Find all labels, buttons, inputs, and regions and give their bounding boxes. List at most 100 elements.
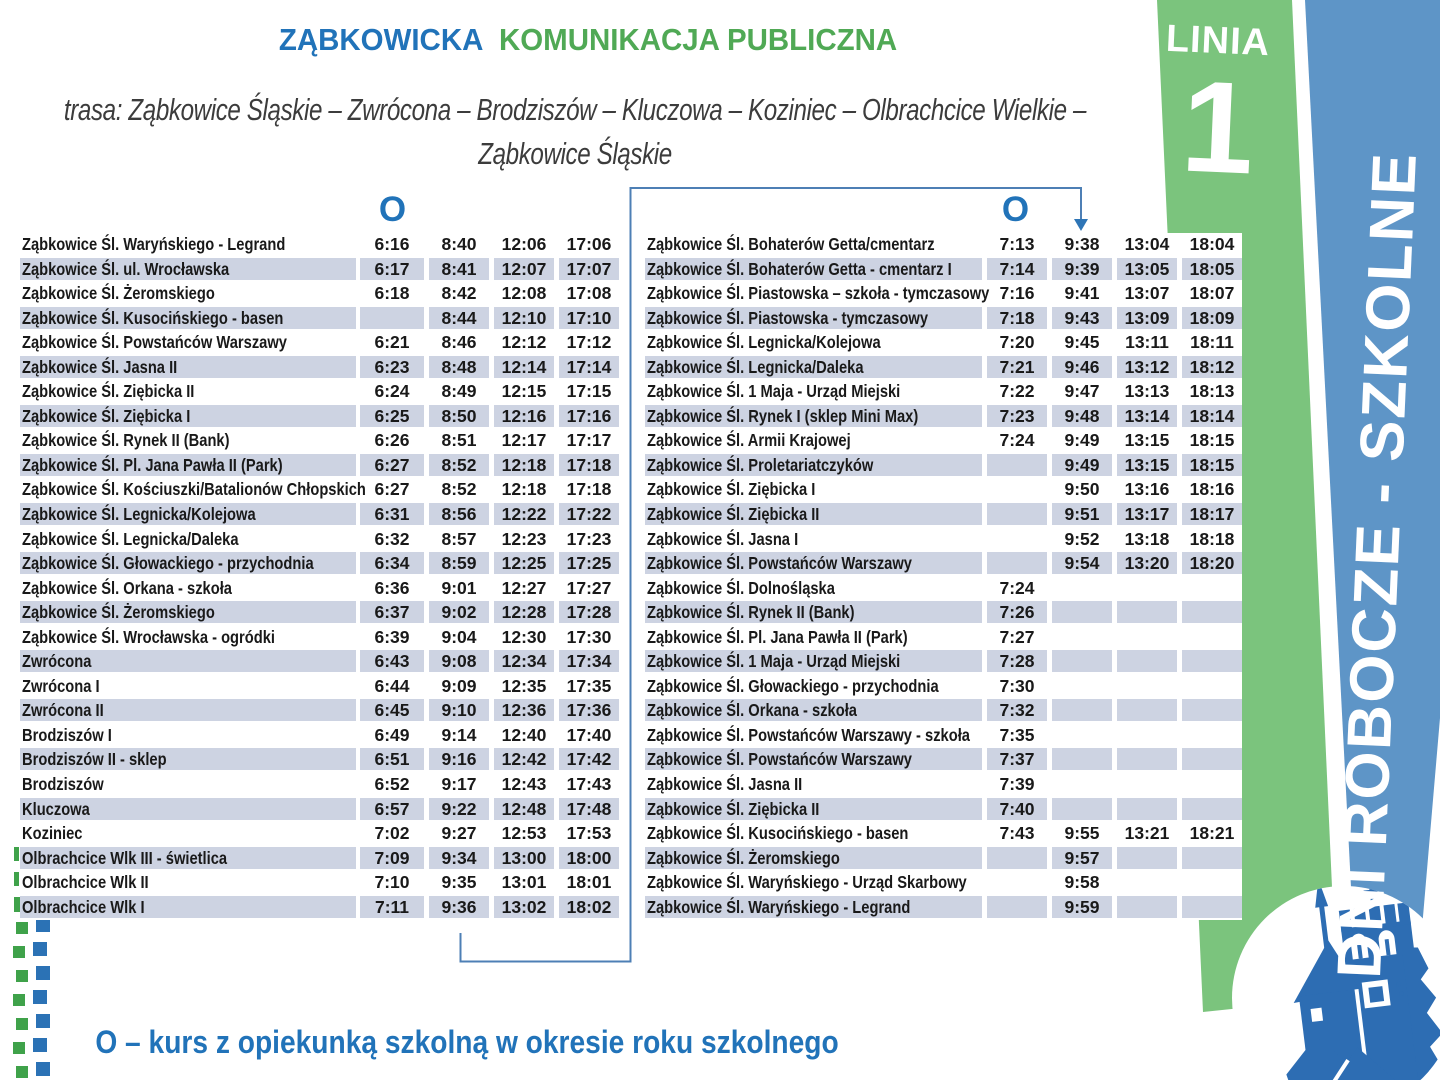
departure-time: 12:43	[501, 774, 547, 795]
departure-time: 6:17	[360, 257, 424, 280]
stop-name: Ząbkowice Śl. Jasna II	[20, 355, 356, 378]
departure-time: 17:23	[566, 528, 612, 549]
timetable-row: Ząbkowice Śl. Bohaterów Getta - cmentarz…	[645, 257, 1242, 280]
timetable-row: Ząbkowice Śl. Żeromskiego 6:37 9:02 12:28 17…	[20, 601, 620, 624]
departure-time: 17:10	[559, 306, 619, 329]
departure-time: 6:26	[374, 430, 410, 451]
departure-time: 9:10	[429, 699, 489, 722]
departure-time	[1182, 699, 1242, 722]
departure-time: 18:09	[1182, 306, 1242, 329]
departure-time: 17:48	[559, 797, 619, 820]
departure-time: 6:57	[360, 797, 424, 820]
departure-time: 6:31	[360, 503, 424, 526]
stop-name: Ząbkowice Śl. Powstańców Warszawy	[645, 748, 982, 771]
stop-name: Ząbkowice Śl. Kusocińskiego - basen	[20, 306, 356, 329]
page-title: ZĄBKOWICKA KOMUNIKACJA PUBLICZNA	[279, 22, 897, 58]
stop-name: Ząbkowice Śl. Żeromskiego	[20, 601, 356, 624]
departure-time: 17:28	[559, 601, 619, 624]
stop-name: Ząbkowice Śl. Żeromskiego	[645, 846, 982, 869]
stop-name: Ząbkowice Śl. Waryńskiego - Legrand	[22, 234, 286, 254]
departure-time: 9:46	[1052, 355, 1112, 378]
departure-time: 18:00	[559, 846, 619, 869]
departure-time	[1182, 675, 1242, 697]
stop-name: Ząbkowice Śl. Armii Krajowej	[647, 430, 851, 451]
departure-time	[360, 306, 424, 329]
departure-time: 12:07	[494, 257, 554, 280]
title-city-part: ZĄBKOWICKA	[278, 22, 483, 57]
departure-time: 7:13	[999, 234, 1035, 254]
departure-time: 8:52	[429, 453, 489, 476]
timetable-row: Ząbkowice Śl. Legnicka/Daleka 7:21 9:46 13:…	[645, 355, 1242, 378]
departure-time	[987, 528, 1047, 550]
departure-time: 9:39	[1052, 257, 1112, 280]
departure-time: 7:02	[374, 823, 410, 844]
departure-time: 17:40	[566, 724, 612, 745]
departure-time: 13:17	[1117, 503, 1177, 526]
departure-time	[987, 895, 1047, 918]
departure-time: 13:11	[1125, 332, 1169, 353]
departure-time: 7:32	[987, 699, 1047, 722]
departure-time	[1117, 797, 1177, 820]
departure-time: 8:46	[441, 332, 477, 353]
departure-time: 9:54	[1052, 552, 1112, 575]
departure-time: 13:13	[1124, 381, 1170, 402]
departure-time	[987, 478, 1047, 500]
departure-time	[1117, 650, 1177, 673]
line-number: 1	[1178, 52, 1258, 202]
school-care-marker-right: O	[1001, 190, 1030, 229]
departure-time: 9:43	[1052, 306, 1112, 329]
departure-time: 18:18	[1189, 528, 1235, 549]
departure-time: 13:21	[1124, 823, 1170, 844]
departure-time	[1117, 626, 1177, 648]
departure-time: 18:12	[1182, 355, 1242, 378]
stop-name: Ząbkowice Śl. Rynek I (sklep Mini Max)	[645, 404, 982, 427]
timetable-row: Ząbkowice Śl. Ziębicka II 6:24 8:49 12:15 17…	[20, 380, 620, 402]
departure-time: 13:04	[1124, 234, 1170, 254]
departure-time: 6:49	[374, 724, 410, 745]
timetable-row: Koziniec 7:02 9:27 12:53 17:53	[20, 822, 620, 844]
timetable-row: Ząbkowice Śl. Waryńskiego - Legrand 9:59	[645, 895, 1242, 918]
departure-time: 12:48	[494, 797, 554, 820]
departure-time: 8:40	[441, 234, 477, 254]
departure-time: 12:08	[501, 283, 547, 304]
timetable-row: Ząbkowice Śl. Żeromskiego 9:57	[645, 846, 1242, 869]
departure-time: 13:02	[494, 895, 554, 918]
departure-time: 17:18	[559, 453, 619, 476]
departure-time	[987, 871, 1047, 893]
timetable-row: Ząbkowice Śl. Armii Krajowej 7:24 9:49 13:1…	[645, 429, 1242, 451]
departure-time: 18:15	[1182, 453, 1242, 476]
departure-time	[1117, 773, 1177, 795]
departure-time: 12:10	[494, 306, 554, 329]
departure-time: 17:53	[566, 823, 612, 844]
stop-name: Ząbkowice Śl. Orkana - szkoła	[645, 699, 982, 722]
stop-name: Ząbkowice Śl. Głowackiego - przychodnia	[20, 552, 356, 575]
departure-time: 18:14	[1182, 404, 1242, 427]
departure-time	[1182, 724, 1242, 746]
departure-time: 9:01	[441, 577, 477, 598]
departure-time: 12:18	[494, 453, 554, 476]
departure-time: 12:34	[494, 650, 554, 673]
departure-time: 18:16	[1189, 479, 1235, 500]
departure-time: 9:58	[1064, 872, 1100, 893]
departure-time	[1052, 577, 1112, 599]
continuation-arrow-icon	[1074, 219, 1088, 231]
timetable-row: Brodziszów II - sklep 6:51 9:16 12:42 17:42	[20, 748, 620, 771]
departure-time: 12:28	[494, 601, 554, 624]
timetable-left: Ząbkowice Śl. Waryńskiego - Legrand 6:16 8…	[20, 233, 620, 921]
timetable-row: Ząbkowice Śl. Piastowska - tymczasowy 7:1…	[645, 306, 1242, 329]
departure-time: 6:37	[360, 601, 424, 624]
departure-time	[1182, 773, 1242, 795]
timetable-row: Ząbkowice Śl. Ziębicka I 9:50 13:16 18:16	[645, 478, 1242, 500]
departure-time: 12:15	[501, 381, 547, 402]
departure-time: 18:05	[1182, 257, 1242, 280]
departure-time: 9:50	[1064, 479, 1100, 500]
departure-time: 6:43	[360, 650, 424, 673]
departure-time: 8:51	[441, 430, 477, 451]
departure-time: 6:18	[374, 283, 410, 304]
departure-time: 8:59	[429, 552, 489, 575]
departure-time: 9:36	[429, 895, 489, 918]
departure-time: 8:44	[429, 306, 489, 329]
departure-time: 17:16	[559, 404, 619, 427]
departure-time: 8:50	[429, 404, 489, 427]
timetable-row: Ząbkowice Śl. Ziębicka II 7:40	[645, 797, 1242, 820]
